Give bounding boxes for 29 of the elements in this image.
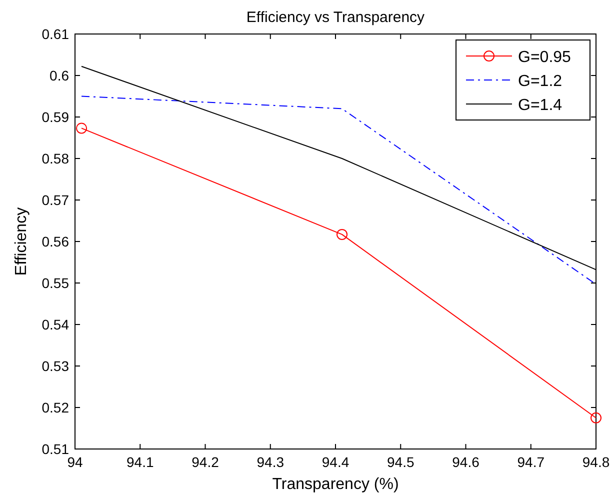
- x-tick-label: 94.6: [452, 454, 480, 470]
- y-tick-label: 0.57: [42, 192, 70, 208]
- y-tick-label: 0.56: [42, 234, 70, 250]
- point: [336, 228, 348, 240]
- point: [76, 122, 88, 134]
- legend-label: G=1.4: [518, 97, 562, 114]
- x-tick-label: 94.4: [322, 454, 350, 470]
- x-tick-label: 94.3: [256, 454, 284, 470]
- chart-title: Efficiency vs Transparency: [246, 9, 426, 26]
- y-tick-label: 0.61: [42, 26, 70, 42]
- y-tick-label: 0.53: [42, 358, 70, 374]
- point: [590, 412, 602, 424]
- y-axis-title: Efficiency: [13, 207, 30, 276]
- x-axis-title: Transparency (%): [272, 476, 399, 493]
- y-tick-label: 0.52: [42, 400, 70, 416]
- x-tick-label: 94.1: [126, 454, 154, 470]
- x-tick-label: 94.8: [582, 454, 610, 470]
- legend-label: G=1.2: [518, 73, 562, 90]
- y-tick-label: 0.55: [42, 275, 70, 291]
- x-tick-label: 94: [67, 454, 83, 470]
- y-tick-label: 0.54: [42, 316, 70, 332]
- x-tick-label: 94.2: [192, 454, 220, 470]
- y-tick-label: 0.51: [42, 441, 70, 457]
- y-tick-label: 0.59: [42, 109, 70, 125]
- y-tick-label: 0.6: [50, 68, 70, 84]
- y-tick-label: 0.58: [42, 150, 70, 166]
- x-tick-label: 94.7: [517, 454, 545, 470]
- x-tick-label: 94.5: [387, 454, 414, 470]
- legend-label: G=0.95: [518, 49, 572, 66]
